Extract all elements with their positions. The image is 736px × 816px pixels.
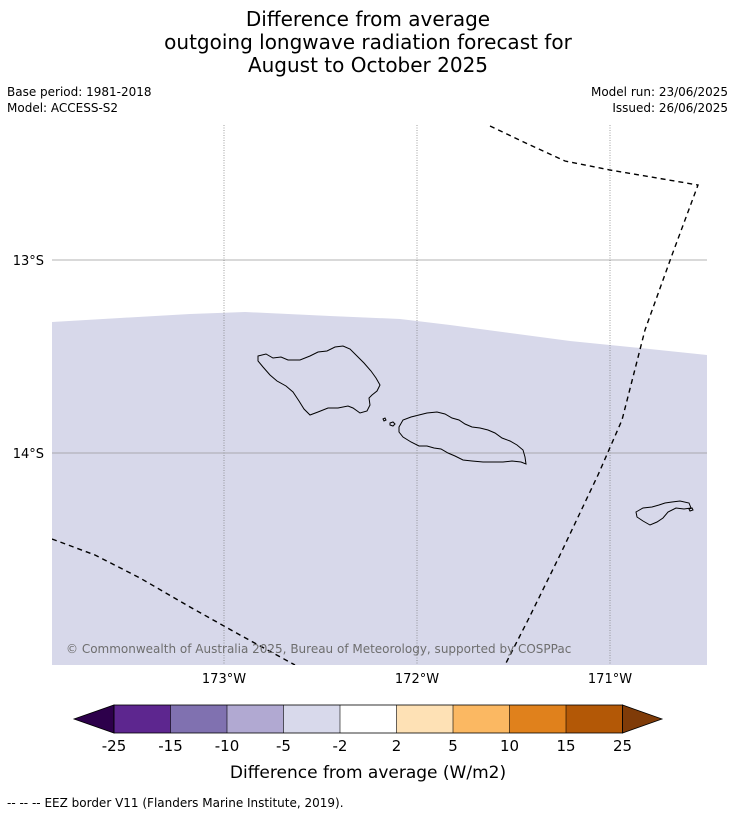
colorbar-tick-label: -5	[276, 737, 291, 755]
manono-island	[389, 421, 396, 427]
issued-date: Issued: 26/06/2025	[612, 101, 728, 115]
colorbar-title: Difference from average (W/m2)	[230, 763, 506, 783]
colorbar-segment	[509, 705, 566, 733]
meta-left: Base period: 1981-2018 Model: ACCESS-S2	[7, 84, 152, 116]
upolu-island	[398, 411, 527, 465]
title-line-3: August to October 2025	[247, 53, 489, 77]
lon-label-172w: 172°W	[395, 672, 439, 687]
colorbar-under-arrow	[72, 704, 115, 734]
base-period: Base period: 1981-2018	[7, 85, 152, 99]
colorbar-tick-label: 25	[613, 737, 632, 755]
eez-border-north	[489, 125, 699, 665]
apolima-island	[382, 417, 387, 422]
colorbar-segment	[227, 705, 284, 733]
lon-label-173w: 173°W	[202, 672, 246, 687]
lat-label-14s: 14°S	[13, 447, 44, 462]
eez-border-southwest	[52, 538, 296, 665]
model-name: Model: ACCESS-S2	[7, 101, 119, 115]
footer-legend: -- -- -- EEZ border V11 (Flanders Marine…	[7, 796, 344, 810]
colorbar-over-arrow	[622, 704, 664, 734]
model-run: Model run: 23/06/2025	[590, 85, 728, 99]
lat-label-13s: 13°S	[13, 254, 44, 269]
colorbar-segment	[283, 705, 340, 733]
title-line-1: Difference from average	[245, 7, 491, 31]
colorbar-tick-label: -10	[215, 737, 240, 755]
title-line-2: outgoing longwave radiation forecast for	[164, 30, 572, 54]
eez-legend-symbol: -- -- --	[7, 796, 41, 810]
colorbar-tick-label: 15	[556, 737, 575, 755]
colorbar-tick-label: -15	[158, 737, 183, 755]
aunuu-island	[688, 507, 694, 512]
colorbar-segment	[566, 705, 623, 733]
colorbar-segment	[340, 705, 397, 733]
colorbar-segment	[453, 705, 510, 733]
lon-label-171w: 171°W	[588, 672, 632, 687]
olr-anomaly-field	[52, 312, 707, 665]
colorbar-tick-label: 10	[500, 737, 519, 755]
colorbar-tick-label: 2	[392, 737, 402, 755]
colorbar-tick-label: -2	[333, 737, 348, 755]
map-credit: © Commonwealth of Australia 2025, Bureau…	[66, 642, 571, 656]
meta-right: Model run: 23/06/2025 Issued: 26/06/2025	[591, 84, 728, 116]
savaii-island	[257, 345, 381, 416]
tutuila-island	[635, 500, 692, 526]
colorbar: -25 -15 -10 -5 -2 2 5 10 15 25	[72, 704, 664, 755]
chart-title: Difference from average outgoing longwav…	[0, 8, 736, 77]
colorbar-tick-label: 5	[448, 737, 458, 755]
colorbar-tick-label: -25	[102, 737, 127, 755]
colorbar-segment	[114, 705, 171, 733]
colorbar-segment	[170, 705, 227, 733]
colorbar-segment	[396, 705, 453, 733]
map-panel: © Commonwealth of Australia 2025, Bureau…	[52, 125, 707, 665]
eez-legend-text: EEZ border V11 (Flanders Marine Institut…	[44, 796, 344, 810]
